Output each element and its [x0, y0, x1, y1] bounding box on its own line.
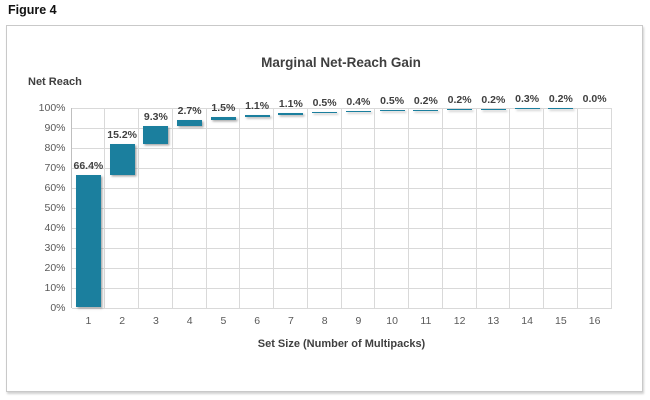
- x-tick-label: 15: [555, 314, 567, 327]
- gridline-v: [306, 107, 308, 308]
- gridline-v: [576, 107, 578, 308]
- x-tick-label: 10: [386, 314, 398, 327]
- bar-set-15: [548, 107, 574, 109]
- y-tick-label: 10%: [44, 281, 66, 294]
- bar-set-5: [210, 117, 236, 121]
- chart-title: Marginal Net-Reach Gain: [261, 55, 421, 70]
- gridline-v: [239, 107, 241, 308]
- x-tick-label: 5: [220, 314, 227, 327]
- gridline-v: [273, 107, 274, 308]
- bar-set-11: [413, 109, 439, 111]
- bar-set-2: [109, 144, 135, 175]
- gridline-v: [441, 107, 443, 308]
- bar-set-9: [345, 111, 371, 112]
- gridline-v: [374, 107, 376, 308]
- x-tick-label: 7: [287, 314, 294, 327]
- x-tick-label: 14: [521, 314, 533, 327]
- y-tick-label: 0%: [50, 301, 66, 314]
- y-tick-label: 20%: [44, 261, 66, 274]
- bar-data-label: 1.1%: [278, 97, 303, 110]
- bar-data-label: 0.2%: [481, 93, 506, 106]
- y-tick-label: 60%: [44, 181, 66, 194]
- y-tick-label: 90%: [44, 121, 66, 134]
- bar-data-label: 0.3%: [515, 93, 540, 106]
- y-tick-label: 100%: [38, 101, 66, 114]
- bar-data-label: 2.7%: [177, 105, 202, 118]
- bar-set-7: [278, 112, 304, 116]
- bar-data-label: 0.0%: [582, 92, 607, 105]
- x-axis-title: Set Size (Number of Multipacks): [257, 337, 426, 350]
- bar-data-label: 1.1%: [245, 100, 270, 113]
- bar-set-10: [379, 110, 405, 112]
- gridline-h: [71, 247, 612, 249]
- bar-set-6: [244, 115, 270, 118]
- bar-data-label: 0.2%: [548, 92, 573, 105]
- bar-data-label: 0.2%: [413, 94, 438, 107]
- gridline-h: [71, 187, 612, 189]
- y-tick-label: 80%: [44, 141, 66, 154]
- gridline-h: [71, 287, 612, 289]
- bar-set-14: [514, 108, 540, 109]
- bar-set-3: [143, 125, 169, 145]
- gridline-v: [543, 107, 544, 308]
- bar-set-4: [177, 120, 203, 126]
- x-tick-label: 2: [119, 314, 126, 327]
- gridline-h: [71, 167, 612, 169]
- y-axis-title: Net Reach: [28, 76, 82, 88]
- x-tick-label: 4: [186, 314, 193, 327]
- gridline-v: [509, 107, 511, 308]
- gridline-v: [138, 107, 139, 308]
- gridline-h: [71, 147, 612, 149]
- chart-frame: Marginal Net-Reach Gain Net Reach 0% 10% 2…: [6, 25, 643, 392]
- y-tick-label: 70%: [44, 161, 66, 174]
- gridline-h: [71, 307, 612, 309]
- gridline-h: [71, 267, 612, 269]
- gridline-v: [205, 107, 207, 308]
- x-tick-label: 16: [588, 314, 601, 327]
- bar-set-1: [75, 174, 101, 308]
- bar-data-label: 0.5%: [312, 96, 337, 109]
- y-tick-label: 30%: [44, 241, 66, 254]
- figure-label: Figure 4: [8, 3, 57, 17]
- plot-area: 0% 10% 20% 30% 40% 50% 60% 70% 80% 90% 100% 66.4% 1 1…: [39, 93, 612, 350]
- bar-data-label: 1.5%: [211, 102, 236, 115]
- x-tick-label: 9: [355, 314, 362, 327]
- bar-data-label: 66.4%: [73, 159, 104, 172]
- x-tick-label: 6: [254, 314, 261, 327]
- bar-set-8: [312, 111, 338, 113]
- gridline-v: [340, 107, 342, 308]
- x-tick-label: 1: [85, 314, 92, 327]
- bar-data-label: 0.2%: [447, 94, 472, 107]
- bar-data-label: 15.2%: [107, 129, 138, 142]
- bar-data-label: 0.5%: [380, 95, 405, 108]
- bar-data-label: 0.4%: [346, 96, 371, 109]
- gridline-v: [610, 107, 612, 308]
- gridline-h: [71, 227, 612, 229]
- gridline-h: [71, 127, 612, 129]
- x-tick-label: 13: [487, 314, 500, 327]
- y-tick-label: 50%: [44, 201, 66, 214]
- x-tick-label: 8: [321, 314, 328, 327]
- bar-set-13: [480, 108, 506, 110]
- gridline-v: [408, 107, 409, 308]
- x-tick-label: 12: [453, 314, 466, 327]
- y-tick-label: 40%: [44, 221, 66, 234]
- x-tick-label: 3: [152, 314, 159, 327]
- gridline-h: [71, 107, 612, 109]
- bar-data-label: 9.3%: [143, 110, 168, 123]
- gridline-h: [71, 207, 612, 209]
- gridline-v: [475, 107, 477, 308]
- x-tick-label: 11: [420, 314, 432, 327]
- gridline-v: [104, 107, 106, 308]
- gridline-v: [171, 107, 173, 308]
- bar-set-12: [447, 109, 473, 110]
